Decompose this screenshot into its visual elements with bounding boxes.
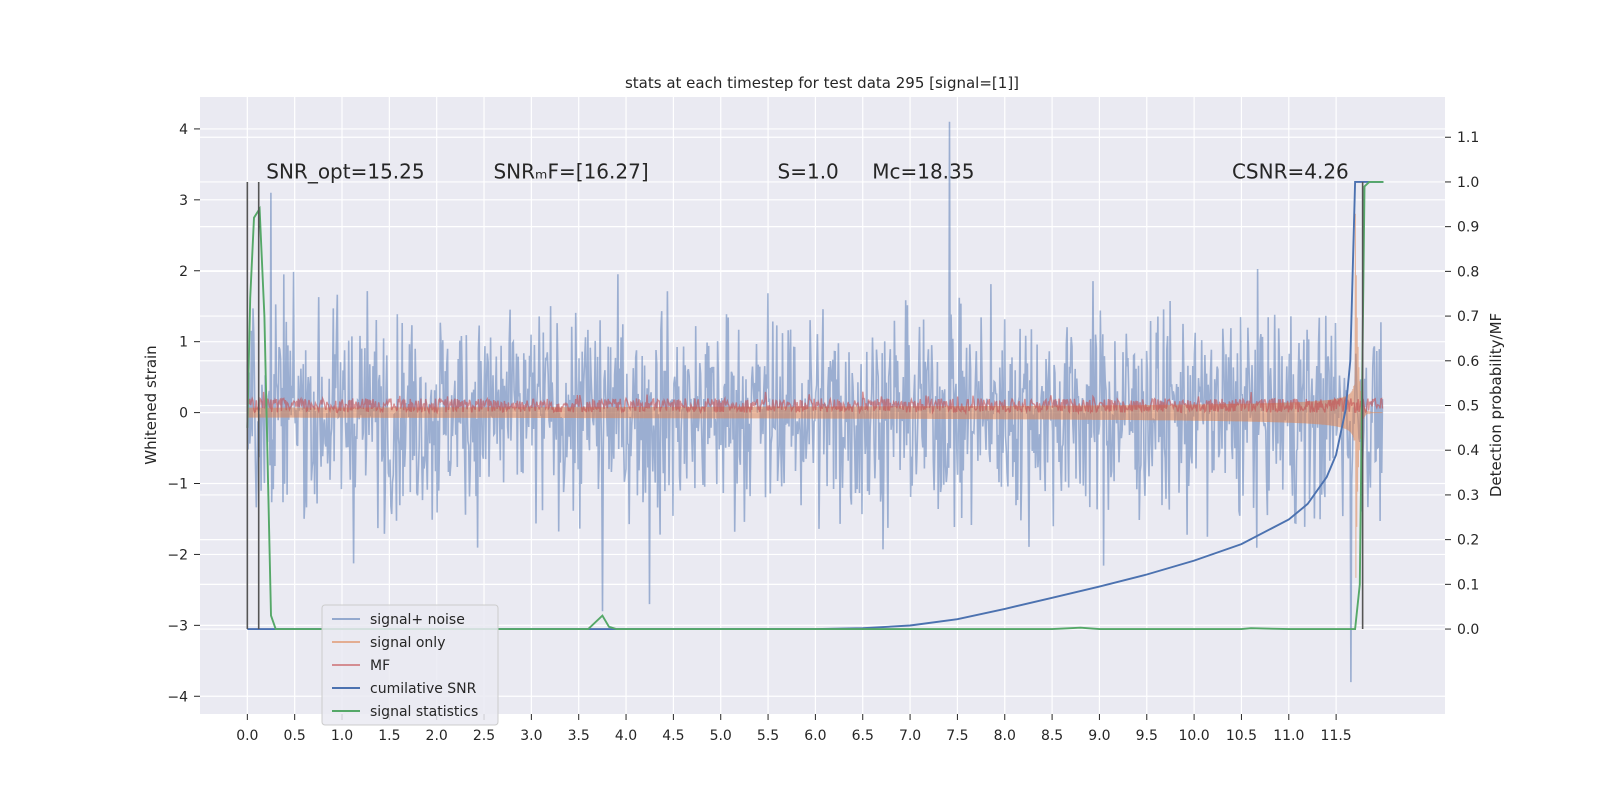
x-tick-label: 9.5 [1136,728,1158,744]
annotation-snr-mf: SNRₘF=[16.27] [493,160,648,184]
y-left-tick-label: 2 [179,264,188,280]
y-right-tick-label: 0.0 [1457,622,1479,638]
y-right-tick-label: 0.4 [1457,443,1479,459]
legend-label: signal only [370,635,445,651]
x-tick-label: 7.0 [899,728,921,744]
x-tick-label: 5.0 [710,728,732,744]
y-left-tick-label: −4 [167,689,188,705]
series-mf [246,391,1384,416]
y-axis-right-label: Detection probability/MF [1487,313,1505,497]
x-tick-label: 2.5 [473,728,495,744]
y-right-tick-label: 0.2 [1457,533,1479,549]
chart-title: stats at each timestep for test data 295… [625,74,1019,92]
x-tick-label: 0.5 [284,728,306,744]
x-tick-label: 2.0 [426,728,448,744]
x-tick-label: 5.5 [757,728,779,744]
x-tick-label: 10.5 [1226,728,1257,744]
y-right-tick-label: 1.0 [1457,175,1479,191]
x-tick-label: 6.5 [852,728,874,744]
x-tick-label: 9.0 [1088,728,1110,744]
annotation-mc: Mc=18.35 [872,160,974,184]
y-right-tick-label: 0.9 [1457,220,1479,236]
annotations: SNR_opt=15.25 SNRₘF=[16.27] S=1.0 Mc=18.35 C… [266,160,1349,184]
y-left-tick-label: −2 [167,547,188,563]
y-axis-left: 4 3 2 1 0 −1 −2 −3 −4 [167,122,200,705]
x-tick-label: 4.5 [662,728,684,744]
legend-label: cumilative SNR [370,681,477,697]
legend-label: signal statistics [370,704,478,720]
y-axis-left-label: Whitened strain [142,345,160,464]
legend: signal+ noise signal only MF cumilative SNR… [321,604,499,726]
y-left-tick-label: −1 [167,477,188,493]
y-right-tick-label: 1.1 [1457,130,1479,146]
series-layer [246,121,1384,683]
x-axis: 0.0 0.5 1.0 1.5 2.0 2.5 3.0 3.5 4.0 4.5 5.0 5.5 6.0 6… [236,714,1352,744]
legend-label: MF [370,658,390,674]
x-tick-label: 8.5 [1041,728,1063,744]
series-signal-noise [246,121,1384,683]
y-right-tick-label: 0.6 [1457,354,1479,370]
x-tick-label: 10.0 [1179,728,1210,744]
y-left-tick-label: 4 [179,122,188,138]
x-tick-label: 11.5 [1321,728,1352,744]
series-cumilative-snr [247,180,1384,631]
y-right-tick-label: 0.7 [1457,309,1479,325]
series-signal-statistics [246,180,1384,631]
annotation-csnr: CSNR=4.26 [1232,160,1349,184]
y-left-tick-label: 3 [179,193,188,209]
y-right-tick-label: 0.3 [1457,488,1479,504]
y-left-tick-label: 0 [179,406,188,422]
legend-frame [321,604,499,726]
x-tick-label: 4.0 [615,728,637,744]
annotation-snr-opt: SNR_opt=15.25 [266,160,424,184]
x-tick-label: 11.0 [1273,728,1304,744]
y-axis-right: 1.1 1.0 0.9 0.8 0.7 0.6 0.5 0.4 0.3 0.2 0.1 0.0 [1445,130,1479,638]
x-tick-label: 6.0 [804,728,826,744]
y-right-tick-label: 0.5 [1457,399,1479,415]
x-tick-label: 1.0 [331,728,353,744]
y-left-tick-label: 1 [179,335,188,351]
y-right-tick-label: 0.1 [1457,577,1479,593]
x-tick-label: 0.0 [236,728,258,744]
x-tick-label: 1.5 [378,728,400,744]
x-tick-label: 3.0 [520,728,542,744]
y-right-tick-label: 0.8 [1457,264,1479,280]
annotation-s: S=1.0 [778,160,839,184]
y-left-tick-label: −3 [167,618,188,634]
legend-label: signal+ noise [370,612,465,628]
x-tick-label: 3.5 [568,728,590,744]
x-tick-label: 8.0 [994,728,1016,744]
x-tick-label: 7.5 [946,728,968,744]
